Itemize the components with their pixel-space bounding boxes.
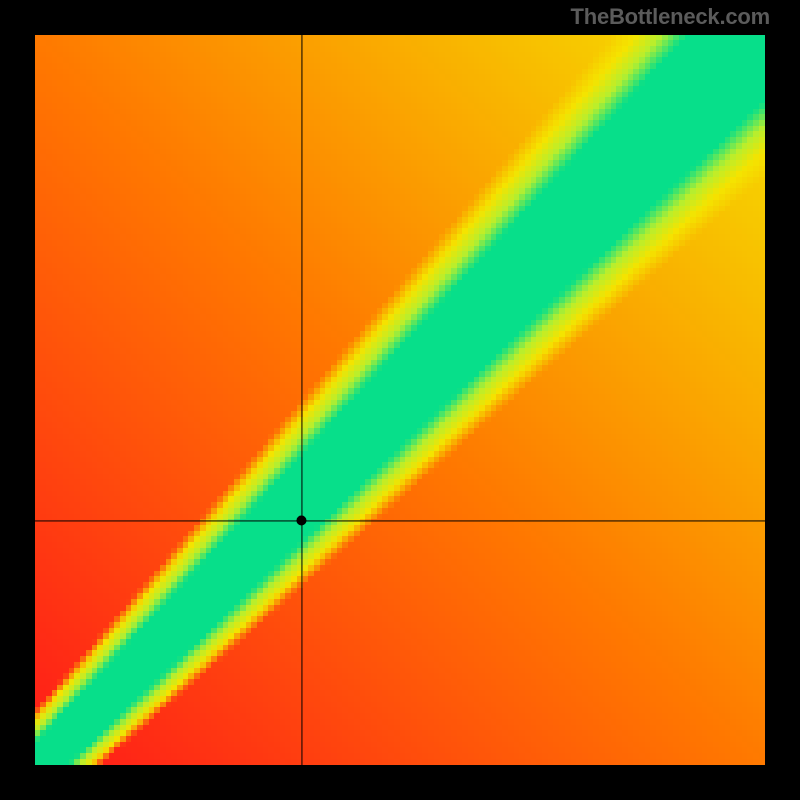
bottleneck-heatmap [35, 35, 765, 765]
chart-container: TheBottleneck.com [0, 0, 800, 800]
watermark-text: TheBottleneck.com [570, 4, 770, 30]
